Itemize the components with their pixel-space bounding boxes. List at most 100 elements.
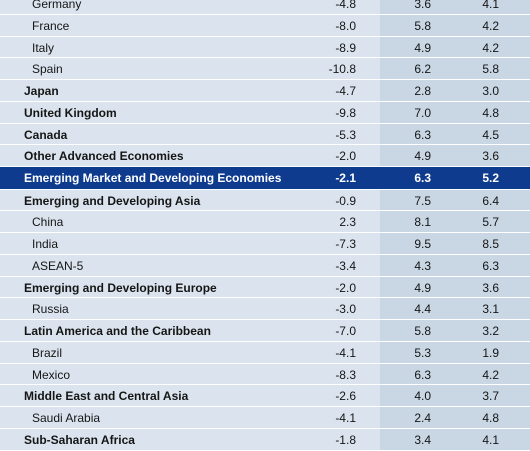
cell-projection-1: 6.2: [414, 62, 431, 77]
table-row: Russia -3.0 4.4 3.1: [0, 298, 530, 320]
table-row: Latin America and the Caribbean -7.0 5.8 3.…: [0, 320, 530, 342]
cell-projection-1: 4.9: [414, 40, 431, 55]
table-row: China 2.3 8.1 5.7: [0, 211, 530, 233]
table-row: India -7.3 9.5 8.5: [0, 233, 530, 255]
cell-projection-1: 5.8: [414, 324, 431, 338]
cell-estimate: -0.9: [335, 193, 356, 208]
row-label: Brazil: [32, 345, 63, 360]
table-row: France -8.0 5.8 4.2: [0, 14, 530, 37]
cell-estimate: -3.4: [335, 258, 356, 273]
cell-projection-1: 4.9: [414, 149, 431, 164]
projection-column-shading: [380, 58, 530, 79]
cell-projection-2: 4.1: [482, 432, 499, 447]
row-label: Saudi Arabia: [32, 411, 101, 425]
cell-projection-1: 4.4: [414, 302, 431, 317]
projection-column-shading: [380, 167, 530, 189]
cell-estimate: -4.1: [335, 345, 356, 360]
projection-column-shading: [380, 211, 530, 232]
row-label: Japan: [24, 84, 59, 98]
cell-projection-2: 4.8: [482, 411, 499, 425]
projection-column-shading: [380, 233, 530, 254]
cell-projection-2: 3.1: [482, 302, 499, 317]
cell-estimate: -8.0: [335, 18, 356, 33]
projection-column-shading: [380, 0, 530, 14]
cell-projection-2: 3.6: [482, 149, 499, 164]
table-row: United Kingdom -9.8 7.0 4.8: [0, 101, 530, 124]
cell-projection-1: 2.4: [414, 411, 431, 425]
table-row: Emerging and Developing Asia -0.9 7.5 6.4: [0, 189, 530, 212]
cell-projection-2: 6.4: [482, 193, 499, 208]
projection-column-shading: [380, 123, 530, 145]
table-row: Middle East and Central Asia -2.6 4.0 3.7: [0, 385, 530, 407]
cell-projection-2: 4.2: [482, 367, 499, 382]
cell-projection-1: 5.8: [414, 18, 431, 33]
projection-column-shading: [380, 385, 530, 406]
cell-projection-2: 3.6: [482, 280, 499, 295]
projection-column-shading: [380, 428, 530, 450]
projection-column-shading: [380, 101, 530, 123]
cell-estimate: -4.1: [335, 411, 356, 425]
cell-estimate: -8.9: [335, 40, 356, 55]
cell-estimate: -3.0: [335, 302, 356, 317]
cell-estimate: -4.8: [335, 0, 356, 11]
cell-projection-2: 4.2: [482, 40, 499, 55]
cell-projection-1: 7.0: [414, 105, 431, 120]
projection-column-shading: [380, 276, 530, 298]
cell-projection-1: 7.5: [414, 193, 431, 208]
row-label: Sub-Saharan Africa: [24, 432, 135, 447]
cell-projection-1: 9.5: [414, 237, 431, 251]
table-row: Germany -4.8 3.6 4.1: [0, 0, 530, 15]
cell-projection-2: 3.2: [482, 324, 499, 338]
cell-projection-2: 5.8: [482, 62, 499, 77]
table-row: Saudi Arabia -4.1 2.4 4.8: [0, 407, 530, 429]
table-row: Sub-Saharan Africa -1.8 3.4 4.1: [0, 428, 530, 451]
cell-estimate: -1.8: [335, 432, 356, 447]
cell-projection-1: 5.3: [414, 345, 431, 360]
cell-projection-2: 4.2: [482, 18, 499, 33]
projection-column-shading: [380, 298, 530, 319]
row-label: Spain: [32, 62, 63, 77]
projection-column-shading: [380, 254, 530, 276]
cell-estimate: -7.3: [335, 237, 356, 251]
cell-estimate: -2.0: [335, 149, 356, 164]
row-label: Germany: [32, 0, 82, 11]
projection-column-shading: [380, 407, 530, 428]
row-label: China: [32, 215, 64, 230]
row-label: Middle East and Central Asia: [24, 389, 189, 404]
cell-estimate: -2.0: [335, 280, 356, 295]
table-row: Japan -4.7 2.8 3.0: [0, 80, 530, 102]
table-row: Emerging and Developing Europe -2.0 4.9 3.6: [0, 276, 530, 299]
cell-projection-2: 4.5: [482, 127, 499, 142]
row-label: United Kingdom: [24, 105, 117, 120]
cell-estimate: -9.8: [335, 105, 356, 120]
cell-projection-2: 4.8: [482, 105, 499, 120]
cell-projection-2: 3.7: [482, 389, 499, 404]
row-label: Italy: [32, 40, 55, 55]
row-label: India: [32, 237, 59, 251]
row-label: Canada: [24, 127, 68, 142]
projection-column-shading: [380, 341, 530, 363]
projection-column-shading: [380, 80, 530, 101]
table-row: Mexico -8.3 6.3 4.2: [0, 363, 530, 386]
cell-projection-1: 6.3: [414, 367, 431, 382]
row-label: Latin America and the Caribbean: [24, 324, 211, 338]
row-label: ASEAN-5: [32, 258, 84, 273]
row-label: Emerging and Developing Asia: [24, 193, 201, 208]
cell-projection-2: 4.1: [482, 0, 499, 11]
row-label: Emerging Market and Developing Economies: [24, 171, 282, 185]
table-row: Italy -8.9 4.9 4.2: [0, 36, 530, 59]
cell-projection-2: 1.9: [482, 345, 499, 360]
cell-projection-1: 4.0: [414, 389, 431, 404]
row-label: Other Advanced Economies: [24, 149, 184, 164]
cell-projection-2: 5.7: [482, 215, 499, 230]
cell-projection-1: 3.4: [414, 432, 431, 447]
cell-projection-1: 3.6: [414, 0, 431, 11]
table-row: Spain -10.8 6.2 5.8: [0, 58, 530, 80]
projection-column-shading: [380, 145, 530, 166]
row-label: Mexico: [32, 367, 71, 382]
projection-column-shading: [380, 14, 530, 36]
cell-estimate: -8.3: [335, 367, 356, 382]
projection-column-shading: [380, 320, 530, 341]
row-label: Emerging and Developing Europe: [24, 280, 217, 295]
